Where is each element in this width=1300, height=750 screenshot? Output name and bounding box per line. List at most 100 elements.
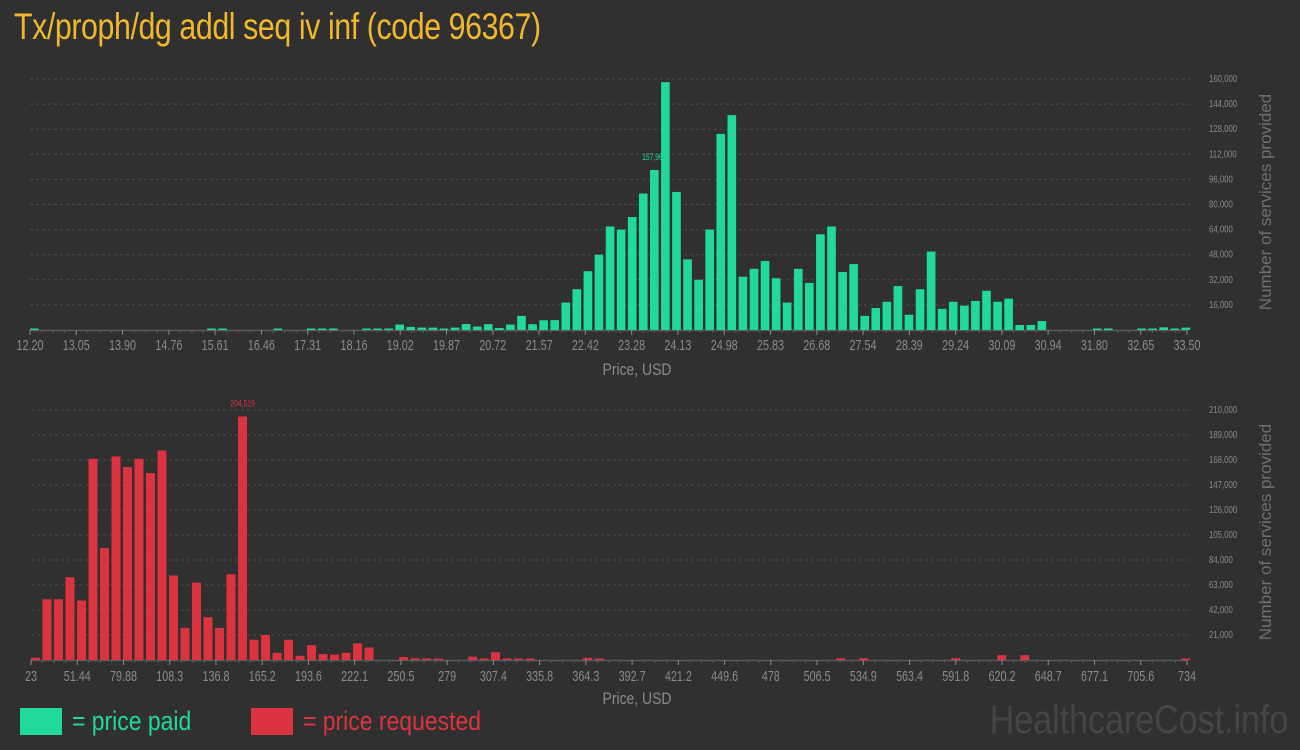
bar [450,327,460,330]
y-tick-label: 160,000 [1209,73,1237,84]
x-tick-label: 591.8 [942,667,969,684]
bar [859,658,869,660]
bar [705,229,715,330]
x-tick-label: 193.6 [295,667,322,684]
y-tick-label: 112,000 [1209,148,1237,159]
bar [215,627,225,660]
bar [100,548,109,660]
bar [871,308,881,330]
y-tick-label: 189,000 [1209,429,1237,440]
x-tick-label: 25.83 [757,336,784,353]
y-tick-label: 80,000 [1209,199,1233,210]
x-tick-label: 27.54 [850,336,877,353]
bar [491,652,501,660]
x-tick-label: 13.90 [109,336,136,353]
bar [169,575,179,660]
bar [318,654,328,660]
bar [838,271,847,330]
bar [226,574,236,660]
bar [30,328,39,330]
x-tick-label: 449.6 [711,667,738,684]
legend-requested: = price requested [251,706,512,737]
bar [417,327,427,330]
bar [1159,327,1168,330]
bar [793,268,803,330]
bar [353,643,363,660]
bar [218,328,227,330]
bar [683,259,692,330]
x-tick-label: 279 [438,667,456,684]
bar [54,599,63,660]
bar [517,315,526,330]
bar [1137,328,1146,330]
x-tick-label: 307.4 [480,667,507,684]
x-tick-label: 32.65 [1127,336,1154,353]
x-tick-label: 31.80 [1081,336,1108,353]
y-tick-label: 126,000 [1209,504,1237,515]
bar [479,658,489,660]
x-tick-label: 563.4 [896,667,923,684]
bar [951,658,961,660]
bar [594,254,604,330]
bar [672,191,681,330]
y-tick-label: 63,000 [1209,579,1233,590]
bar [882,301,892,330]
bar [422,658,432,660]
bar [341,652,351,660]
x-tick-label: 24.98 [711,336,738,353]
y-tick-label: 147,000 [1209,479,1237,490]
legend-paid: = price paid [20,706,212,737]
legend-paid-label: = price paid [72,706,192,736]
bar [1181,658,1191,660]
bar [295,655,305,660]
bar [317,328,327,330]
bar [561,302,571,330]
x-tick-label: 108.3 [156,667,183,684]
price-requested-chart: 21,000 42,000 63,000 84,000 105,000 126,000 14… [25,399,1275,709]
x-tick-label: 26.68 [803,336,830,353]
bar [827,226,836,330]
bar [960,305,969,330]
x-tick-label: 30.09 [988,336,1015,353]
legend-requested-label: = price requested [303,706,481,736]
x-tick-label: 620.2 [989,667,1016,684]
x-tick-label: 222.1 [341,667,368,684]
bar [572,289,582,330]
bar [650,169,659,330]
x-tick-label: 15.61 [202,336,229,353]
bar [468,656,478,660]
x-tick-label: 250.5 [387,667,414,684]
bar [749,268,759,330]
bar [915,289,925,330]
y-tick-label: 144,000 [1209,98,1237,109]
x-tick-label: 506.5 [804,667,831,684]
bar [439,328,449,330]
bar [849,264,858,330]
x-tick-label: 335.8 [526,667,553,684]
bar [661,82,670,331]
bar [157,450,167,660]
bar [738,276,748,330]
bar [328,328,338,330]
bar [805,282,814,330]
x-tick-label: 21.57 [526,336,553,353]
bar [502,658,512,660]
x-tick-label: 23.28 [618,336,645,353]
bar [249,639,259,660]
x-tick-label: 22.42 [572,336,599,353]
bar [307,645,317,660]
bar [605,226,615,330]
bar [1092,328,1102,330]
bar [716,133,726,330]
y-tick-label: 48,000 [1209,249,1233,260]
requested-swatch-icon [251,708,293,735]
y-tick-label: 16,000 [1209,299,1233,310]
x-tick-label: 705.6 [1127,667,1154,684]
bar [203,617,213,660]
bar [1020,655,1030,660]
x-tick-label: 136.8 [202,667,229,684]
bar [514,658,524,660]
bar [384,328,393,330]
paid-swatch-icon [20,708,62,735]
bar [123,467,132,660]
